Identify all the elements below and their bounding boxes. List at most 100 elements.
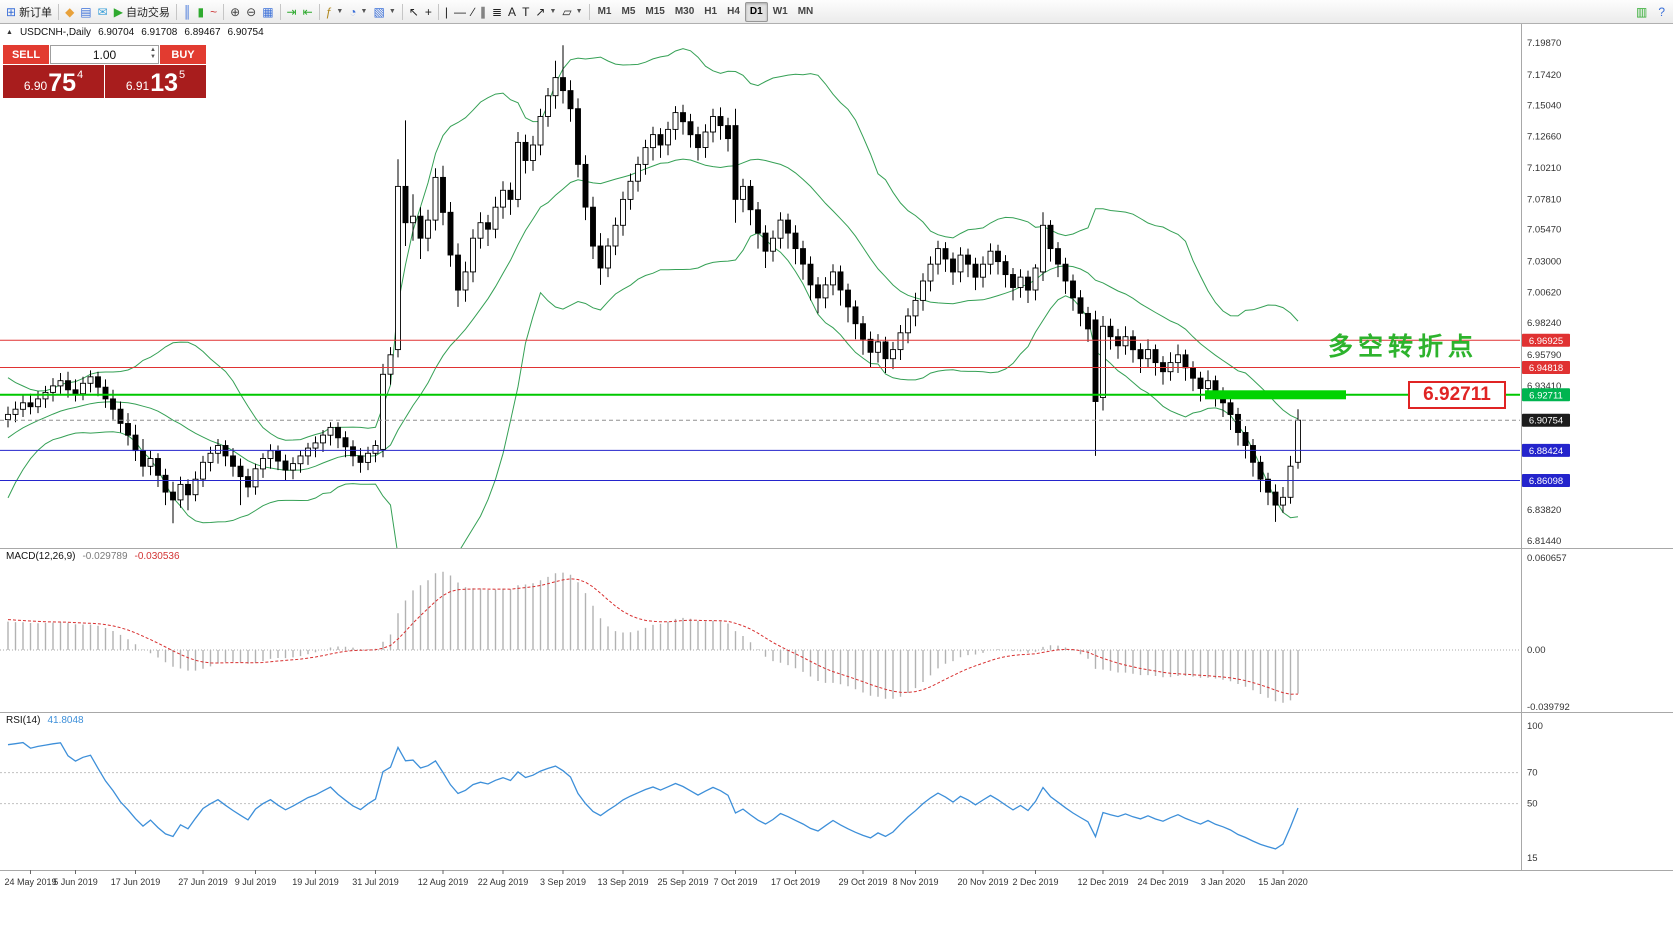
date-label[interactable]: 5 Jun 2019 bbox=[53, 877, 98, 887]
new-order-icon: ⊞ bbox=[6, 4, 17, 19]
date-label[interactable]: 12 Dec 2019 bbox=[1077, 877, 1128, 887]
line-chart-icon[interactable]: ~ bbox=[207, 2, 220, 22]
chart-shift-icon[interactable]: ⇤ bbox=[300, 2, 316, 22]
date-label[interactable]: 27 Jun 2019 bbox=[178, 877, 228, 887]
templates-icon-dropdown[interactable]: ▼ bbox=[388, 8, 396, 15]
date-label[interactable]: 19 Jul 2019 bbox=[292, 877, 339, 887]
candle bbox=[1047, 224, 1054, 250]
chart-workspace: 7.19870 7.17420 7.15040 7.12660 7.10210 7.078… bbox=[0, 24, 1673, 948]
price-callout-box[interactable]: 6.92711 bbox=[1408, 381, 1506, 409]
timeframe-h1[interactable]: H1 bbox=[704, 6, 718, 17]
trendline-icon[interactable]: ∕ bbox=[469, 2, 477, 22]
arrows-icon-dropdown[interactable]: ▼ bbox=[549, 8, 557, 15]
timeframe-m30[interactable]: M30 bbox=[674, 6, 695, 17]
macd-main-value: -0.029789 bbox=[82, 551, 128, 562]
arrows-icon[interactable]: ↗ ▼ bbox=[532, 2, 559, 22]
candle bbox=[177, 483, 184, 501]
crosshair-icon[interactable]: + bbox=[422, 2, 435, 22]
chart-canvas[interactable]: 7.19870 7.17420 7.15040 7.12660 7.10210 7.078… bbox=[0, 24, 1673, 948]
macd-histogram bbox=[7, 571, 1299, 703]
date-label[interactable]: 3 Sep 2019 bbox=[540, 877, 586, 887]
cursor-icon[interactable]: ↖ bbox=[406, 2, 422, 22]
community-icon[interactable]: ✉ bbox=[95, 2, 111, 22]
timeframe-d1[interactable]: D1 bbox=[744, 1, 768, 22]
volume-spinner[interactable]: ▲ ▼ bbox=[150, 47, 156, 60]
candlestick-chart-icon[interactable]: ▮ bbox=[194, 2, 207, 22]
zoom-out-icon[interactable]: ⊖ bbox=[243, 2, 259, 22]
tile-windows-icon[interactable]: ▦ bbox=[259, 2, 276, 22]
candle bbox=[1190, 367, 1196, 379]
timeframe-mn[interactable]: MN bbox=[797, 6, 814, 17]
date-label[interactable]: 15 Jan 2020 bbox=[1258, 877, 1308, 887]
candle bbox=[717, 116, 724, 127]
horizontal-line-icon[interactable]: — bbox=[451, 2, 469, 22]
date-label[interactable]: 7 Oct 2019 bbox=[713, 877, 757, 887]
bid-price[interactable]: 6.90 75 4 bbox=[3, 65, 104, 98]
main-price-panel[interactable] bbox=[0, 45, 1520, 583]
toolbar-separator bbox=[175, 3, 177, 20]
candle bbox=[972, 263, 979, 278]
candle bbox=[552, 77, 559, 97]
candle bbox=[1070, 280, 1076, 299]
indicators-icon[interactable]: ƒ ▼ bbox=[323, 2, 347, 22]
candle bbox=[927, 263, 934, 282]
templates-icon[interactable]: ▧ ▼ bbox=[370, 2, 398, 22]
bid-pipette: 4 bbox=[77, 69, 84, 81]
date-label[interactable]: 24 Dec 2019 bbox=[1137, 877, 1188, 887]
new-chart-icon[interactable]: ▥ bbox=[1633, 2, 1650, 22]
help-icon[interactable]: ? bbox=[1655, 2, 1668, 22]
price-scale-label: 7.15040 bbox=[1527, 101, 1561, 112]
date-label[interactable]: 9 Jul 2019 bbox=[235, 877, 277, 887]
fibonacci-icon[interactable]: ≣ bbox=[489, 2, 505, 22]
rsi-panel[interactable] bbox=[0, 741, 1520, 850]
timeframe-w1[interactable]: W1 bbox=[772, 6, 788, 17]
profiles-icon[interactable]: ▤ bbox=[77, 2, 94, 22]
candle bbox=[665, 128, 671, 146]
date-label[interactable]: 20 Nov 2019 bbox=[957, 877, 1008, 887]
shapes-icon[interactable]: ▱ ▼ bbox=[559, 2, 585, 22]
date-label[interactable]: 8 Nov 2019 bbox=[892, 877, 938, 887]
buy-button[interactable]: BUY bbox=[160, 45, 206, 64]
date-label[interactable]: 17 Jun 2019 bbox=[111, 877, 161, 887]
volume-input[interactable]: 1.00 ▲ ▼ bbox=[50, 45, 159, 64]
layouts-icon[interactable]: ◆ bbox=[62, 2, 77, 22]
timeframe-m15[interactable]: M15 bbox=[645, 6, 665, 17]
date-label[interactable]: 29 Oct 2019 bbox=[838, 877, 887, 887]
vertical-line-icon[interactable]: | bbox=[442, 2, 451, 22]
candle bbox=[830, 271, 836, 286]
zoom-in-icon[interactable]: ⊕ bbox=[227, 2, 243, 22]
timeframe-h4[interactable]: H4 bbox=[727, 6, 740, 17]
ask-price[interactable]: 6.91 13 5 bbox=[105, 65, 206, 98]
auto-scroll-icon[interactable]: ⇥ bbox=[284, 2, 300, 22]
candle bbox=[1040, 224, 1046, 273]
text-icon[interactable]: A bbox=[505, 2, 519, 22]
channel-icon[interactable]: ∥ bbox=[477, 2, 489, 22]
label-icon[interactable]: T bbox=[519, 2, 532, 22]
indicators-icon-dropdown[interactable]: ▼ bbox=[336, 8, 344, 15]
macd-panel[interactable] bbox=[0, 571, 1520, 703]
date-label[interactable]: 22 Aug 2019 bbox=[478, 877, 529, 887]
date-label[interactable]: 12 Aug 2019 bbox=[418, 877, 469, 887]
autotrading-button[interactable]: ▶ 自动交易 bbox=[111, 2, 173, 22]
date-label[interactable]: 24 May 2019 bbox=[4, 877, 56, 887]
date-label[interactable]: 13 Sep 2019 bbox=[597, 877, 648, 887]
date-label[interactable]: 17 Oct 2019 bbox=[771, 877, 820, 887]
objects-icon-dropdown[interactable]: ▼ bbox=[360, 8, 368, 15]
date-label[interactable]: 31 Jul 2019 bbox=[352, 877, 399, 887]
shapes-icon-dropdown[interactable]: ▼ bbox=[575, 8, 583, 15]
candle bbox=[935, 248, 941, 265]
timeframe-m1[interactable]: M1 bbox=[597, 6, 612, 17]
price-tag bbox=[1522, 413, 1570, 427]
sell-button[interactable]: SELL bbox=[3, 45, 49, 64]
support-rectangle[interactable] bbox=[1205, 390, 1346, 400]
date-label[interactable]: 3 Jan 2020 bbox=[1201, 877, 1246, 887]
new-order-button[interactable]: ⊞ 新订单 bbox=[3, 2, 55, 22]
timeframe-m5[interactable]: M5 bbox=[621, 6, 636, 17]
date-label[interactable]: 2 Dec 2019 bbox=[1012, 877, 1058, 887]
date-label[interactable]: 25 Sep 2019 bbox=[657, 877, 708, 887]
candle bbox=[290, 463, 296, 471]
objects-icon[interactable]: ◔ ▼ bbox=[346, 2, 370, 22]
bar-chart-icon[interactable]: ║ bbox=[180, 2, 195, 22]
candle bbox=[492, 206, 499, 230]
candle bbox=[1115, 336, 1121, 347]
